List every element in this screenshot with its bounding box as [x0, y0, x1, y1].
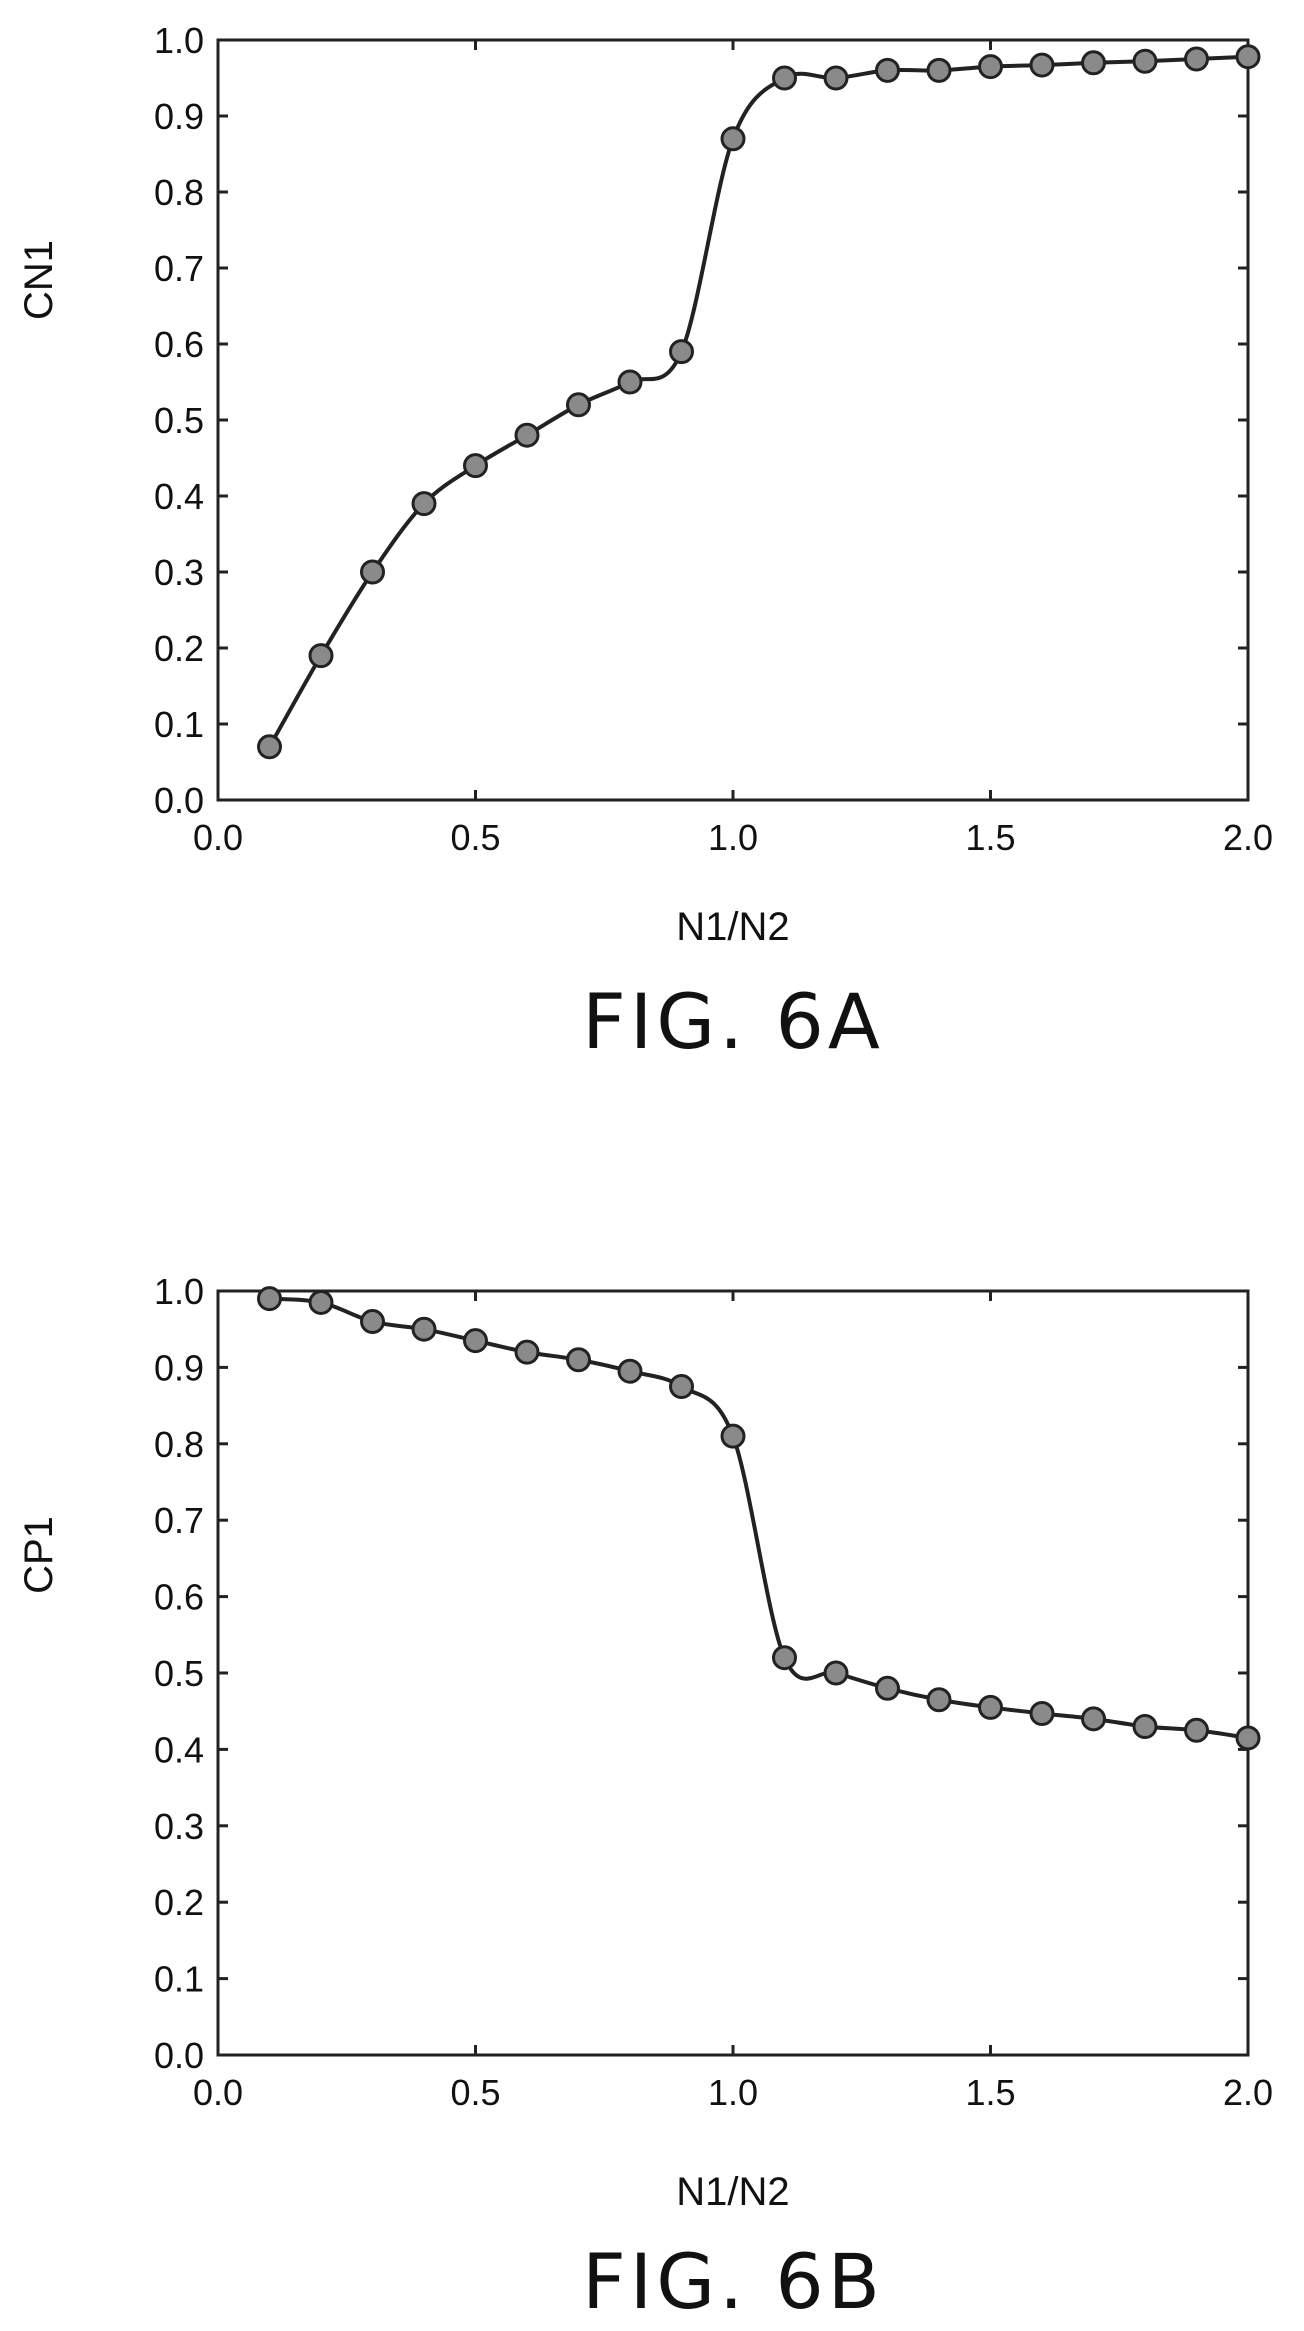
panel-a-ytick-label: 0.1 [154, 704, 204, 745]
panel-a-xtick-label: 1.5 [965, 817, 1015, 858]
panel-b-ytick-label: 0.2 [154, 1882, 204, 1923]
panel-b-data-point [411, 1316, 437, 1342]
panel-a-data-point [772, 65, 797, 91]
panel-b-data-point [566, 1347, 591, 1373]
panel-fig-6b: CP1 N1/N2 FIG. 6B 0.0 0.1 0.2 0.3 0.4 0.5 0.6 0… [17, 1271, 1273, 2326]
panel-b-data-point [514, 1339, 540, 1365]
panel-b-data-point [463, 1328, 488, 1354]
panel-a-ytick-label: 0.4 [154, 476, 204, 517]
panel-b-ylabel: CP1 [17, 1516, 61, 1594]
panel-b-data-point [720, 1423, 746, 1449]
panel-a-ytick-label: 0.5 [154, 400, 204, 441]
panel-a-ytick-label: 0.3 [154, 552, 204, 593]
panel-a-caption: FIG. 6A [582, 977, 884, 1066]
panel-b-data-point [772, 1645, 797, 1671]
panel-a-data-point [360, 559, 385, 585]
panel-b-ytick-label: 0.0 [154, 2035, 204, 2076]
panel-a-xtick-label: 1.0 [708, 817, 758, 858]
panel-b-data-point [308, 1289, 334, 1315]
panel-b-data-point [1184, 1717, 1209, 1743]
panel-a-data-point [720, 126, 746, 152]
panel-b-ytick-label: 0.7 [154, 1500, 204, 1541]
panel-b-data-point [875, 1675, 900, 1701]
panel-b-ytick-label: 0.1 [154, 1959, 204, 2000]
panel-a-data-point [926, 57, 952, 83]
panel-a-data-point [411, 491, 437, 517]
panel-a-data-point [823, 65, 849, 91]
panel-a-xtick-label: 0.0 [193, 817, 243, 858]
panel-b-data-point [257, 1286, 282, 1312]
panel-b-ytick-label: 1.0 [154, 1271, 204, 1312]
panel-b-xtick-label: 1.5 [965, 2072, 1015, 2113]
panel-a-data-point [1081, 50, 1106, 76]
panel-b-xtick-label: 1.0 [708, 2072, 758, 2113]
panel-b-data-point [617, 1358, 643, 1384]
panel-a-data-point [669, 339, 694, 365]
panel-b-ytick-label: 0.4 [154, 1729, 204, 1770]
panel-a-ytick-label: 0.8 [154, 172, 204, 213]
panel-b-data-point [1029, 1700, 1055, 1726]
panel-fig-6a: CN1 N1/N2 FIG. 6A 0.0 0.1 0.2 0.3 0.4 0.5 0.6 0… [17, 20, 1273, 1066]
panel-a-xtick-label: 0.5 [450, 817, 500, 858]
panel-a-ytick-label: 0.6 [154, 324, 204, 365]
panel-a-series-line [267, 54, 1249, 748]
panel-b-data-point [669, 1374, 694, 1399]
panel-b-xtick-label: 0.0 [193, 2072, 243, 2113]
panel-b-data-point [926, 1687, 952, 1713]
panel-b-data-point [360, 1309, 385, 1335]
panel-a-data-point [1029, 52, 1055, 78]
panel-b-data-point [1132, 1713, 1158, 1739]
panel-a-data-point [463, 453, 488, 479]
panel-a-ytick-label: 0.2 [154, 628, 204, 669]
panel-a-ytick-label: 0.9 [154, 96, 204, 137]
panel-b-ytick-label: 0.9 [154, 1347, 204, 1388]
panel-b-data-point [1081, 1706, 1106, 1732]
panel-b-data-point [1235, 1725, 1261, 1751]
panel-a-data-point [1132, 48, 1158, 74]
panel-a-ytick-label: 0.7 [154, 248, 204, 289]
panel-a-data-point [566, 392, 591, 418]
panel-b-ytick-label: 0.6 [154, 1577, 204, 1618]
panel-a-data-point [308, 643, 334, 669]
panel-b-series-line [269, 1296, 1249, 1740]
panel-b-xlabel: N1/N2 [676, 2170, 789, 2214]
panel-a-ytick-label: 1.0 [154, 20, 204, 61]
panel-b-ytick-label: 0.3 [154, 1806, 204, 1847]
panel-a-ytick-label: 0.0 [154, 780, 204, 821]
panel-a-data-point [514, 422, 540, 448]
panel-a-xtick-label: 2.0 [1223, 817, 1273, 858]
panel-b-xtick-label: 0.5 [450, 2072, 500, 2113]
panel-b-xtick-label: 2.0 [1223, 2072, 1273, 2113]
panel-a-data-point [1184, 46, 1209, 72]
panel-b-data-point [823, 1660, 849, 1686]
panel-b-caption: FIG. 6B [582, 2237, 884, 2326]
panel-b-data-point [978, 1694, 1003, 1720]
panel-b-plot-frame [216, 1289, 1250, 2057]
panel-a-xlabel: N1/N2 [676, 905, 789, 949]
panel-a-data-point [257, 734, 282, 760]
panel-a-data-point [875, 57, 900, 83]
panel-b-ytick-label: 0.8 [154, 1424, 204, 1465]
panel-a-data-point [978, 54, 1003, 80]
panel-a-data-point [617, 369, 643, 395]
panel-a-plot-frame [216, 38, 1250, 802]
panel-b-ytick-label: 0.5 [154, 1653, 204, 1694]
panel-a-ylabel: CN1 [17, 240, 61, 320]
panel-a-data-point [1235, 44, 1261, 70]
